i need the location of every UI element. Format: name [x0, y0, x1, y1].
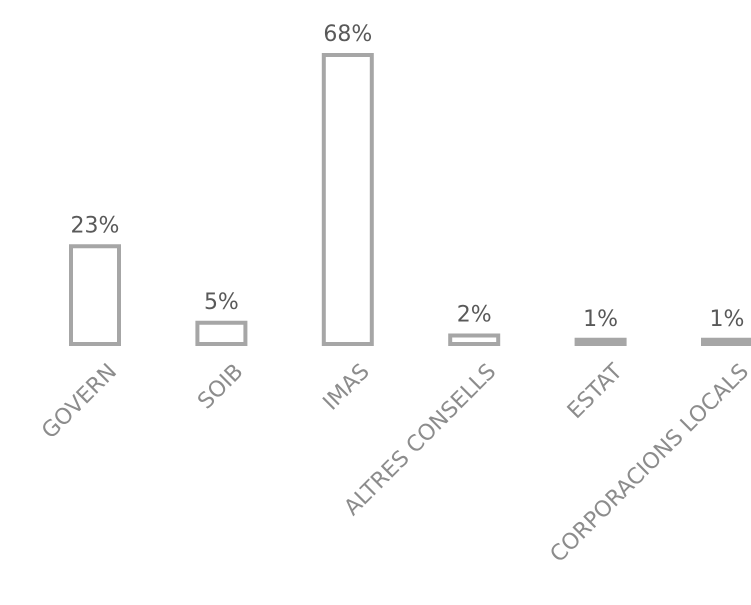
category-label-corporacions-locals: CORPORACIONS LOCALS [546, 359, 751, 567]
value-label-govern: 23% [71, 213, 120, 238]
category-label-soib: SOIB [193, 359, 248, 414]
category-label-estat: ESTAT [563, 359, 628, 424]
value-label-altres-consells: 2% [457, 303, 492, 328]
bar-estat [574, 337, 627, 346]
bar-altres-consells [448, 333, 501, 346]
bar-imas [321, 53, 374, 346]
value-labels-layer: 23% 5% 68% 2% 1% 1% [71, 22, 745, 332]
bar-corporacions-locals [701, 337, 751, 346]
bar-soib [195, 320, 248, 346]
category-label-govern: GOVERN [37, 359, 122, 444]
value-label-soib: 5% [204, 290, 239, 315]
bar-govern [69, 244, 121, 346]
category-label-imas: IMAS [319, 359, 375, 415]
bars-layer [69, 53, 751, 346]
value-label-corporacions-locals: 1% [710, 307, 745, 332]
value-label-estat: 1% [583, 307, 618, 332]
value-label-imas: 68% [323, 22, 372, 47]
